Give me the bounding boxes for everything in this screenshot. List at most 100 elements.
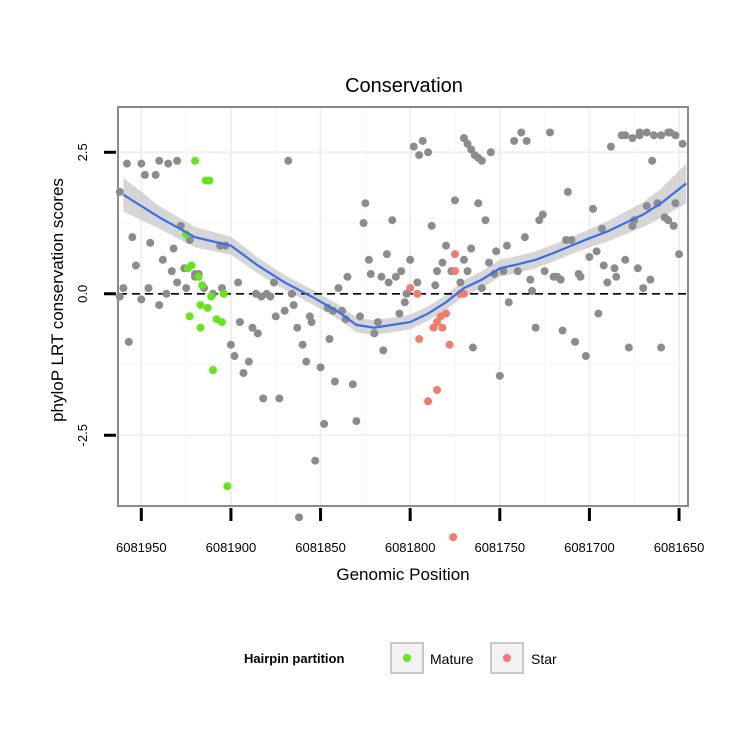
x-tick-label: 6081950 <box>116 540 167 555</box>
point-other <box>522 136 531 145</box>
point-other <box>592 247 601 256</box>
point-other <box>311 456 320 465</box>
point-other <box>239 369 248 377</box>
point-mature <box>203 303 212 312</box>
point-other <box>486 148 495 157</box>
point-other <box>556 275 565 284</box>
point-other <box>298 340 307 349</box>
point-other <box>540 267 549 276</box>
point-other <box>485 258 494 267</box>
y-axis-title: phyloP LRT conservation scores <box>48 178 67 422</box>
y-axis: 2.5 0.0 -2.5 <box>75 143 116 446</box>
point-other <box>244 357 253 366</box>
point-other <box>649 131 658 140</box>
point-other <box>382 250 391 259</box>
point-other <box>621 255 630 264</box>
point-star <box>450 250 459 259</box>
point-other <box>581 352 590 361</box>
x-tick-label: 6081650 <box>654 540 705 555</box>
point-other <box>585 252 594 261</box>
point-other <box>269 278 278 287</box>
point-other <box>468 343 477 352</box>
point-other <box>400 298 409 307</box>
point-other <box>155 301 164 310</box>
point-other <box>316 363 325 372</box>
point-other <box>305 312 314 321</box>
point-other <box>330 377 339 386</box>
point-other <box>348 380 357 389</box>
point-other <box>510 136 519 145</box>
point-other <box>589 204 597 213</box>
point-mature <box>191 156 200 165</box>
point-other <box>427 221 436 230</box>
x-tick-label: 6081700 <box>564 540 615 555</box>
point-other <box>235 318 244 327</box>
point-other <box>259 394 268 403</box>
point-other <box>467 244 476 253</box>
point-star <box>406 284 415 293</box>
point-other <box>131 261 140 270</box>
point-other <box>558 326 567 335</box>
point-other <box>234 278 243 287</box>
point-other <box>528 286 537 295</box>
point-other <box>409 142 418 151</box>
legend: Hairpin partition Mature Star <box>244 642 557 674</box>
point-other <box>442 241 451 250</box>
point-other <box>280 306 289 315</box>
point-mature <box>194 272 203 281</box>
point-other <box>226 340 235 349</box>
point-other <box>628 134 637 143</box>
point-other <box>597 224 606 233</box>
point-other <box>635 131 644 140</box>
point-other <box>504 298 513 307</box>
point-star <box>449 533 458 542</box>
legend-entry-mature: Mature <box>390 642 474 674</box>
point-other <box>477 284 486 293</box>
point-other <box>377 272 386 281</box>
point-other <box>477 156 486 165</box>
point-other <box>621 131 630 140</box>
point-star <box>424 397 433 406</box>
point-star <box>459 289 468 298</box>
point-star <box>433 385 442 394</box>
point-other <box>397 267 406 276</box>
x-axis-title: Genomic Position <box>336 565 469 584</box>
y-tick-label: -2.5 <box>75 424 90 446</box>
point-other <box>359 219 368 228</box>
point-mature <box>185 312 194 321</box>
point-other <box>162 289 171 298</box>
point-other <box>379 346 388 355</box>
point-other <box>266 292 275 301</box>
point-other <box>424 148 433 157</box>
point-other <box>594 309 603 318</box>
point-other <box>538 210 547 219</box>
point-other <box>456 278 465 287</box>
chart-title: Conservation <box>345 75 463 97</box>
point-mature <box>196 323 205 332</box>
point-other <box>513 267 522 276</box>
point-other <box>293 323 302 332</box>
point-other <box>384 278 393 287</box>
point-other <box>520 233 529 242</box>
point-other <box>459 255 468 264</box>
point-other <box>671 131 680 140</box>
point-other <box>366 269 375 278</box>
point-other <box>257 292 266 301</box>
point-other <box>502 241 511 250</box>
point-other <box>545 128 554 137</box>
point-other <box>355 312 364 321</box>
point-other <box>628 221 637 230</box>
point-other <box>253 329 262 338</box>
legend-dot-mature <box>403 654 411 662</box>
point-other <box>124 337 133 346</box>
point-other <box>173 278 182 287</box>
point-other <box>158 255 167 264</box>
point-star <box>442 309 451 318</box>
point-mature <box>198 281 207 290</box>
y-tick-label: 0.0 <box>75 285 90 303</box>
plot-frame <box>117 106 689 507</box>
point-other <box>463 267 472 276</box>
point-other <box>531 323 540 332</box>
point-star <box>413 289 422 298</box>
point-other <box>642 202 651 211</box>
